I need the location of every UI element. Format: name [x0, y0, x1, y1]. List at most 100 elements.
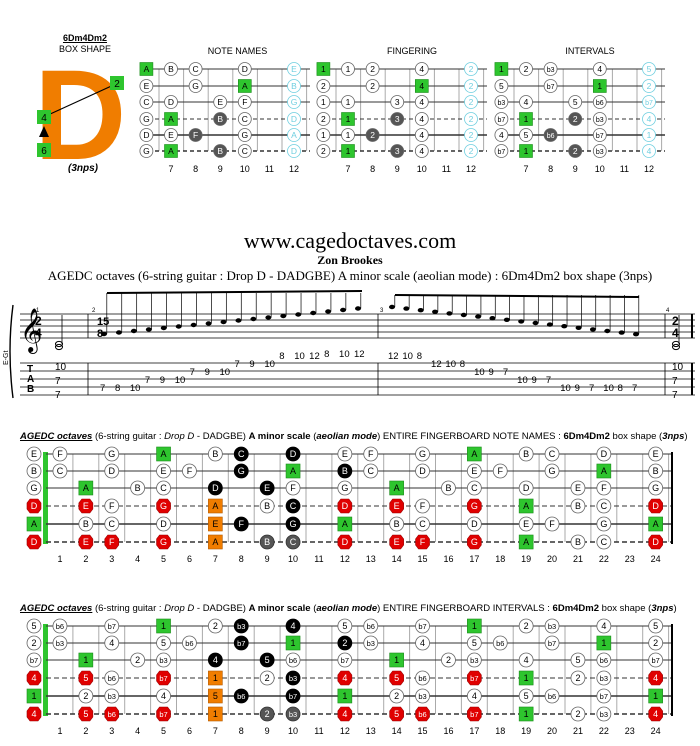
- fingerboard-note-label: B: [212, 449, 218, 459]
- staff-note: [489, 316, 496, 321]
- fret-number: 17: [469, 726, 479, 736]
- fingerboard-note-label: E: [264, 483, 270, 493]
- fingerboard-note-label: D: [652, 537, 659, 547]
- fingerboard-note-marker: [518, 688, 534, 704]
- fingerboard-note-label: 2: [524, 621, 529, 631]
- mini-note-marker: [494, 112, 509, 126]
- fingerboard-note-label: 4: [472, 691, 477, 701]
- fingerboard-note-label: F: [187, 466, 193, 476]
- fingerboard-note-marker: [78, 652, 94, 668]
- mini-note-label: 1: [499, 64, 504, 74]
- fingerboard-note-marker: [570, 670, 586, 686]
- fingerboard-note-marker: [104, 516, 120, 532]
- tab-number: 10: [175, 375, 186, 386]
- fingerboard-note-marker: [337, 706, 353, 722]
- fingerboard-note-label: b7: [289, 692, 297, 701]
- site-url[interactable]: www.cagedoctaves.com: [243, 228, 457, 253]
- fingerboard-note-label: 1: [524, 673, 529, 683]
- mini-note-label: b7: [596, 133, 604, 140]
- mini-note-marker: [414, 144, 429, 158]
- fingerboard-note-marker: [544, 635, 560, 651]
- staff-note: [190, 322, 197, 328]
- fret-number: 22: [599, 726, 609, 736]
- fingerboard-note-marker: [337, 534, 353, 550]
- mini-note-label: 4: [524, 97, 529, 107]
- mini-note-marker: [494, 95, 509, 109]
- staff-note: [618, 330, 625, 335]
- tab-number: 8: [115, 383, 120, 394]
- mini-note-marker: [316, 95, 331, 109]
- staff-note: [340, 307, 347, 313]
- mini-note-marker: [464, 128, 478, 142]
- mini-note-label: A: [168, 114, 174, 124]
- staff-note: [175, 324, 182, 329]
- mini-note-marker: [139, 79, 154, 93]
- fingerboard-note-label: A: [161, 449, 167, 459]
- tab-number: 9: [205, 367, 210, 378]
- fingerboard-note-marker: [648, 498, 663, 514]
- fingerboard-note-marker: [285, 480, 301, 496]
- fingerboard-note-label: G: [341, 483, 348, 493]
- fingerboard-note-label: A: [601, 466, 607, 476]
- fingerboard-note-label: E: [575, 483, 581, 493]
- fingerboard-note-marker: [648, 706, 663, 722]
- mini-note-marker: [568, 95, 583, 109]
- fingerboard-note-label: E: [31, 449, 37, 459]
- fingerboard-note-marker: [156, 463, 171, 479]
- fingerboard-note-label: E: [212, 519, 218, 529]
- fingerboard-note-marker: [104, 463, 120, 479]
- fingerboard-note-label: A: [653, 519, 659, 529]
- tab-number: 12: [354, 349, 365, 360]
- fingerboard-note-label: B: [575, 501, 581, 511]
- fingerboard-note-marker: [259, 534, 275, 550]
- tab-number: 7: [55, 376, 61, 387]
- tab-number: 10: [220, 367, 231, 378]
- mini-note-marker: [238, 79, 252, 93]
- mini-note-marker: [543, 79, 558, 93]
- fingerboard-note-marker: [156, 652, 171, 668]
- fingerboard-note-label: 1: [213, 673, 218, 683]
- fingerboard-note-marker: [518, 652, 534, 668]
- fingerboard-note-marker: [570, 480, 586, 496]
- staff-note: [205, 321, 212, 326]
- fingerboard-note-marker: [415, 446, 430, 462]
- fingerboard-note-marker: [570, 706, 586, 722]
- fret-number: 21: [573, 554, 583, 564]
- fingerboard-note-marker: [363, 618, 379, 634]
- staff-note: [417, 308, 424, 313]
- fingerboard-note-label: 1: [342, 691, 347, 701]
- staff-note: [589, 327, 596, 332]
- fingerboard-note-label: 1: [524, 709, 529, 719]
- tab-number: 7: [100, 383, 105, 394]
- fingerboard-note-label: C: [57, 466, 64, 476]
- fingerboard-note-label: 1: [83, 655, 88, 665]
- mini-note-marker: [287, 79, 301, 93]
- mini-fret-number: 10: [417, 164, 427, 174]
- logo-graphic: D 2 4 6: [34, 55, 126, 170]
- fingerboard-note-label: b6: [289, 656, 297, 665]
- fingerboard-note-marker: [52, 635, 68, 651]
- fingerboard-note-label: A: [394, 483, 400, 493]
- fingerboard-note-marker: [233, 635, 249, 651]
- mini-note-marker: [287, 95, 301, 109]
- mini-note-marker: [316, 144, 331, 158]
- fingerboard-note-label: 2: [575, 709, 580, 719]
- mini-note-marker: [341, 112, 355, 126]
- fingerboard-note-label: 2: [265, 709, 270, 719]
- fingerboard-note-label: 5: [265, 655, 270, 665]
- mini-note-label: 2: [370, 81, 375, 91]
- fingerboard-note-marker: [415, 635, 430, 651]
- fingerboard-note-label: b6: [237, 692, 245, 701]
- mini-note-marker: [414, 112, 429, 126]
- mini-note-label: b3: [596, 117, 604, 124]
- fingerboard-note-marker: [518, 516, 534, 532]
- fingerboard-note-marker: [648, 670, 663, 686]
- fingerboard-note-marker: [648, 618, 664, 634]
- fingerboard-note-marker: [78, 706, 94, 722]
- fingerboard-note-marker: [259, 498, 275, 514]
- fret-number: 12: [340, 726, 350, 736]
- measure-number: 1: [36, 308, 40, 314]
- mini-note-label: D: [168, 97, 174, 107]
- fingerboard-note-label: B: [83, 519, 89, 529]
- staff-note: [235, 318, 242, 323]
